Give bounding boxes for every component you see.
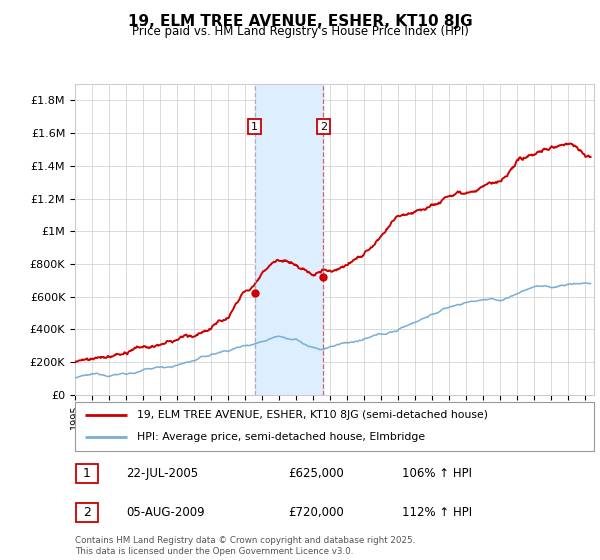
Text: 1: 1 — [83, 466, 91, 480]
Text: HPI: Average price, semi-detached house, Elmbridge: HPI: Average price, semi-detached house,… — [137, 432, 425, 442]
Text: 2: 2 — [83, 506, 91, 519]
Text: 2: 2 — [320, 122, 327, 132]
Text: £720,000: £720,000 — [288, 506, 344, 519]
Text: Contains HM Land Registry data © Crown copyright and database right 2025.
This d: Contains HM Land Registry data © Crown c… — [75, 536, 415, 556]
Text: Price paid vs. HM Land Registry's House Price Index (HPI): Price paid vs. HM Land Registry's House … — [131, 25, 469, 38]
Text: 22-JUL-2005: 22-JUL-2005 — [126, 466, 198, 480]
Text: 106% ↑ HPI: 106% ↑ HPI — [402, 466, 472, 480]
Text: 19, ELM TREE AVENUE, ESHER, KT10 8JG: 19, ELM TREE AVENUE, ESHER, KT10 8JG — [128, 14, 472, 29]
Text: £625,000: £625,000 — [288, 466, 344, 480]
Text: 05-AUG-2009: 05-AUG-2009 — [126, 506, 205, 519]
Text: 112% ↑ HPI: 112% ↑ HPI — [402, 506, 472, 519]
FancyBboxPatch shape — [76, 503, 98, 522]
Text: 1: 1 — [251, 122, 258, 132]
FancyBboxPatch shape — [75, 402, 594, 451]
Bar — [254, 84, 323, 395]
FancyBboxPatch shape — [76, 464, 98, 483]
Text: 19, ELM TREE AVENUE, ESHER, KT10 8JG (semi-detached house): 19, ELM TREE AVENUE, ESHER, KT10 8JG (se… — [137, 410, 488, 420]
